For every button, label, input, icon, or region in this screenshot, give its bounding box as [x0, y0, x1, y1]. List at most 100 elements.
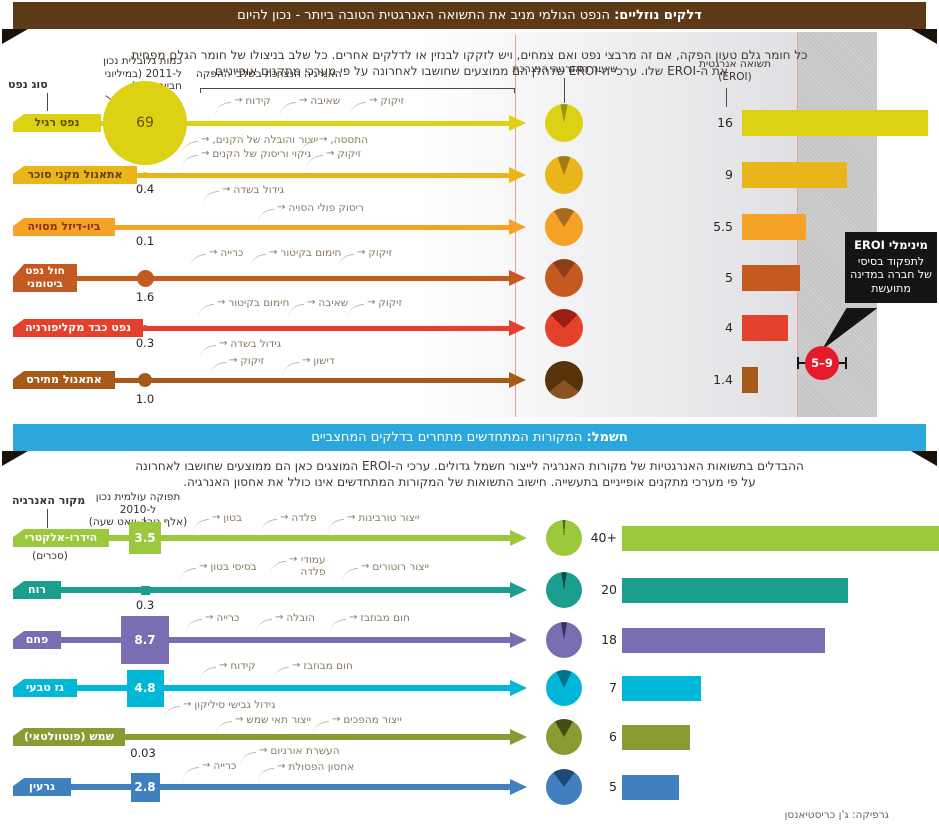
arrow-icon: → [199, 561, 208, 572]
quantity-value: 0.3 [135, 336, 155, 350]
eroi-value: 5 [725, 270, 733, 285]
eroi-bar [622, 627, 825, 653]
curve-connector-icon [190, 254, 206, 268]
arrow-icon: → [361, 561, 370, 572]
stage-label: → כרייה [186, 612, 239, 626]
eroi-value: 1.4 [713, 372, 733, 387]
curve-connector-icon [350, 102, 366, 116]
connector-line [47, 509, 48, 528]
connector-line [564, 78, 565, 103]
arrow-icon: → [299, 95, 308, 106]
eroi-bar [742, 315, 788, 341]
consumption-pie [545, 361, 583, 399]
curve-connector-icon [342, 568, 358, 582]
source-name: הידרו-אלקטרי [24, 531, 98, 544]
stage-label: → חום מבוזבז [273, 660, 353, 674]
eroi-value: 5 [609, 779, 617, 794]
flow-line [60, 120, 510, 126]
stage-label: → זיקוק [210, 355, 264, 369]
eroi-value: 6 [609, 729, 617, 744]
arrow-icon: → [269, 247, 278, 258]
arrow-icon: → [277, 202, 286, 213]
source-tag: הידרו-אלקטרי [13, 529, 109, 547]
stage-label: → העשרת אורניום [240, 745, 340, 759]
curve-connector-icon [300, 141, 316, 155]
curve-connector-icon [338, 254, 354, 268]
flow-arrow-icon [510, 582, 527, 598]
arrow-icon: → [280, 512, 289, 523]
quantity-marker [138, 373, 152, 387]
stage-label: → ייצור מהפכים [313, 714, 402, 728]
quantity-value: 1.6 [135, 290, 155, 304]
consumption-pie [546, 622, 582, 658]
quantity-marker [142, 325, 148, 331]
consumption-pie [545, 309, 583, 347]
consumption-pie [546, 520, 582, 556]
curve-connector-icon [182, 141, 198, 155]
flow-line [60, 172, 510, 178]
arrow-icon: → [275, 612, 284, 623]
col-eroi-unit-label: (EROI) [718, 71, 752, 83]
consumption-pie [545, 156, 583, 194]
curve-connector-icon [288, 304, 304, 318]
stage-label: → גידול בשדה [203, 184, 284, 198]
consumption-pie [546, 572, 582, 608]
curve-connector-icon [261, 519, 277, 533]
fuel-tag: נפט רגיל [13, 114, 101, 132]
flow-line [60, 535, 512, 541]
arrow-icon: → [217, 297, 226, 308]
fuel-name: חול נפט ביטומני [25, 265, 65, 290]
consumption-pie [546, 769, 582, 805]
curve-connector-icon [273, 667, 289, 681]
arrow-icon: → [332, 714, 341, 725]
col-eroi-label: תשואה אנרגטית [699, 58, 771, 70]
source-tag: גרעין [13, 778, 71, 796]
fuel-tag: ביו-דיזל מסויה [13, 218, 115, 236]
curve-connector-icon [215, 102, 231, 116]
stage-label: → כרייה [190, 247, 243, 261]
curve-connector-icon [240, 752, 256, 766]
arrow-icon: → [259, 745, 268, 756]
eroi-value: 16 [717, 115, 733, 130]
arrow-icon: → [229, 355, 238, 366]
arrow-icon: → [205, 612, 214, 623]
flow-line [60, 377, 510, 383]
stage-label: → שאיבה [288, 297, 348, 311]
source-tag: שמש (פוטוולטאי) [13, 728, 125, 746]
quantity-value: 69 [136, 115, 154, 131]
fuel-name: נפט כבד מקליפורניה [24, 321, 132, 334]
section1-title: הנפט הגולמי מניב את התשואה האנרגטית הטוב… [237, 8, 615, 23]
quantity-marker: 4.8 [126, 669, 164, 707]
quantity-value: 4.8 [134, 681, 156, 695]
flow-line [60, 734, 512, 740]
error-bar-tick [797, 357, 799, 369]
stage-label: → כרייה [183, 760, 236, 774]
flow-arrow-icon [509, 219, 526, 235]
flow-line [60, 685, 512, 691]
source-tag: פחם [13, 631, 61, 649]
flow-arrow-icon [509, 372, 526, 388]
eroi-bar [742, 265, 800, 291]
stage-label: → גידול בשדה [200, 338, 281, 352]
arrow-icon: → [319, 134, 328, 145]
fuel-name: אתאנול מתירס [26, 373, 102, 386]
ribbon-fold-icon [911, 29, 937, 44]
curve-connector-icon [328, 519, 344, 533]
fuel-tag: אתאנול מקני סוכר [13, 166, 137, 184]
section2-title: המקורות המתחדשים מתחרים בדלקים המחצביים [311, 430, 587, 445]
fuel-name: אתאנול מקני סוכר [27, 168, 123, 181]
arrow-icon: → [209, 247, 218, 258]
min-eroi-callout: EROI מינימלי לתפקוד בסיסי של חברה במדינה… [845, 232, 937, 303]
arrow-icon: → [277, 761, 286, 772]
eroi-value: 20 [601, 582, 617, 597]
source-name: שמש (פוטוולטאי) [24, 730, 114, 743]
curve-connector-icon [203, 191, 219, 205]
arrow-icon: → [201, 134, 210, 145]
col-output-label: תפוקה עולמית נכון ל-2010 (אלף טרה-וואט ש… [88, 491, 188, 528]
arrow-icon: → [357, 247, 366, 258]
curve-connector-icon [256, 619, 272, 633]
arrow-icon: → [307, 297, 316, 308]
curve-connector-icon [180, 568, 196, 582]
stage-label: → ייצור והובלה של הקנים, [182, 134, 318, 148]
